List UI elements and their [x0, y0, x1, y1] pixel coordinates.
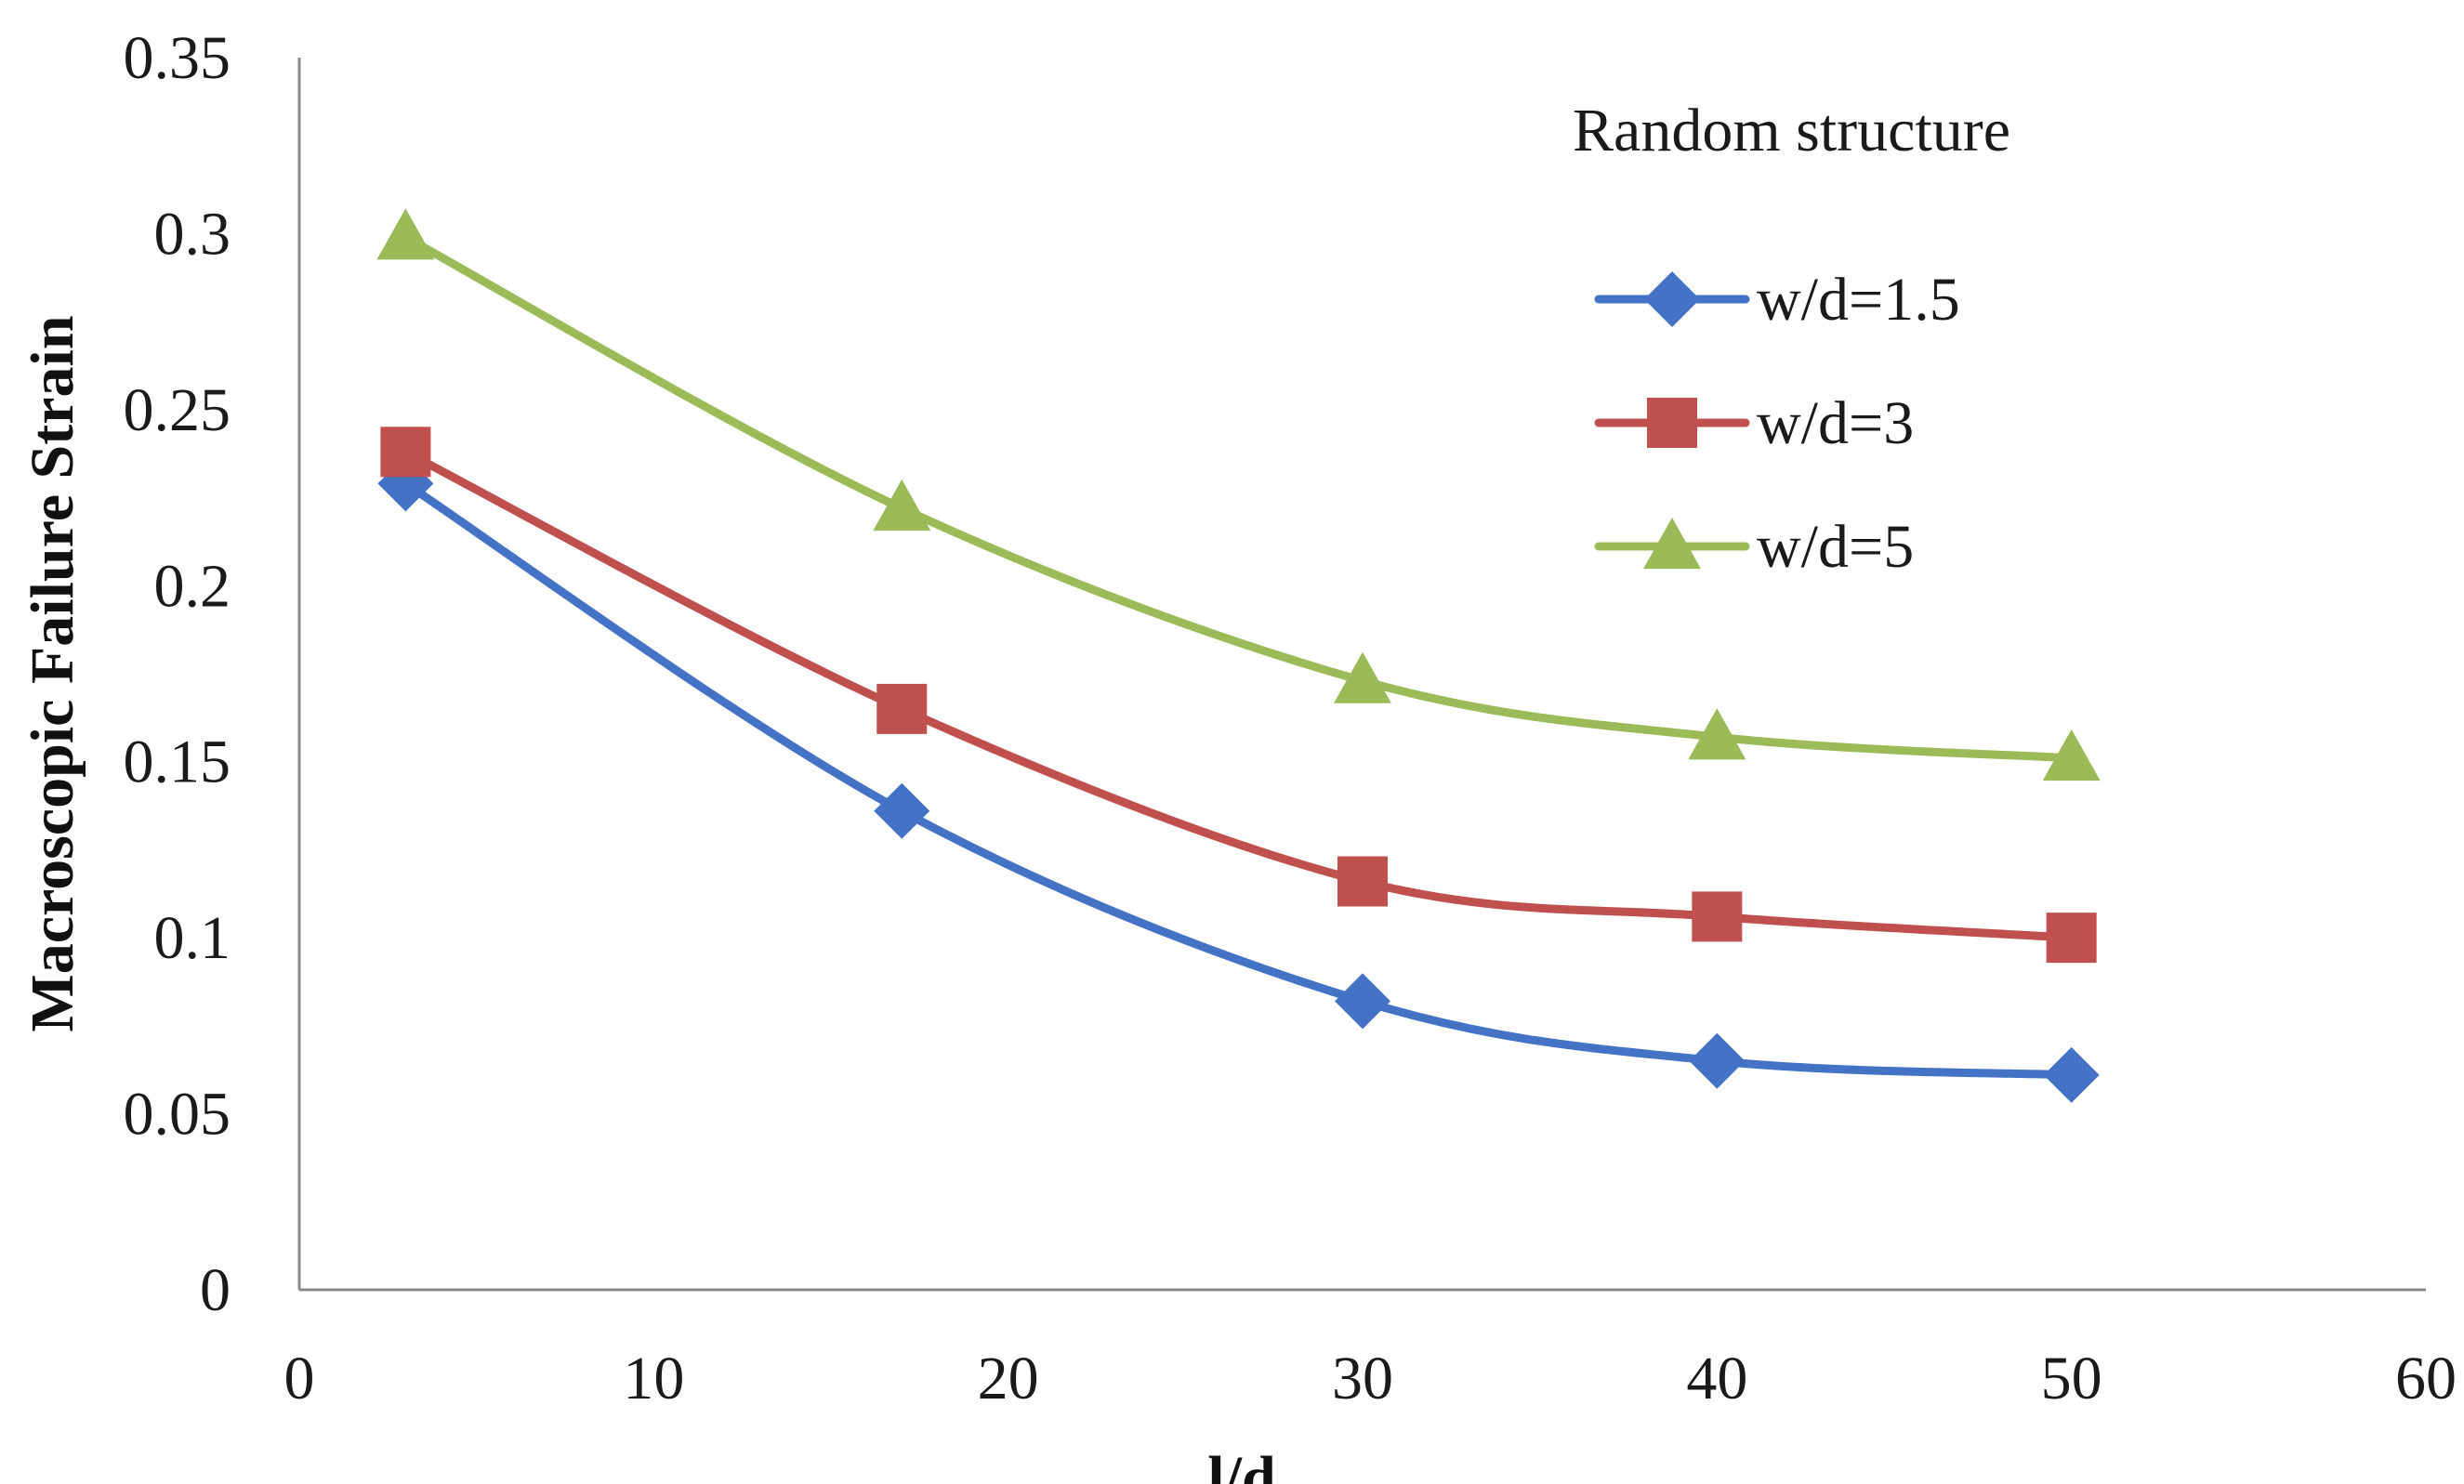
data-point-triangle	[1334, 651, 1391, 703]
data-point-triangle	[376, 208, 435, 260]
data-point-square	[1692, 891, 1743, 942]
data-point-square	[2046, 913, 2097, 964]
data-point-diamond	[874, 782, 930, 839]
legend-label: w/d=1.5	[1757, 266, 1960, 334]
y-axis-title: Macroscopic Failure Strain	[19, 315, 86, 1031]
legend-item: w/d=3	[1594, 389, 1914, 457]
x-axis-title: l/d	[1207, 1444, 1275, 1484]
data-point-triangle	[2042, 729, 2101, 781]
x-tick-label: 10	[623, 1345, 684, 1412]
y-tick-label: 0.1	[154, 904, 231, 972]
series-w/d=1.5	[377, 455, 2100, 1103]
legend: Random structure w/d=1.5 w/d=3 w/d=5	[1573, 97, 2010, 581]
x-tick-label: 20	[978, 1345, 1039, 1412]
legend-item: w/d=1.5	[1594, 266, 1960, 334]
x-tick-label: 0	[284, 1345, 315, 1412]
y-tick-label: 0.05	[124, 1081, 231, 1149]
series-w/d=3	[380, 427, 2097, 964]
series-group	[376, 208, 2101, 1103]
data-point-triangle	[1688, 708, 1746, 760]
data-point-triangle	[873, 479, 931, 532]
data-point-square	[1337, 856, 1388, 907]
y-tick-label: 0	[200, 1256, 231, 1324]
legend-label: w/d=3	[1757, 389, 1914, 457]
legend-marker-triangle	[1643, 518, 1701, 570]
y-tick-label: 0.2	[154, 552, 231, 620]
series-w/d=5	[376, 208, 2101, 781]
series-line	[401, 447, 2076, 942]
x-tick-label: 40	[1686, 1345, 1747, 1412]
y-tick-label: 0.25	[124, 376, 231, 444]
legend-marker-square	[1647, 398, 1697, 448]
y-tick-label: 0.35	[124, 24, 231, 92]
data-point-square	[380, 427, 431, 478]
data-point-square	[876, 683, 928, 734]
series-line	[401, 232, 2076, 763]
series-line	[401, 479, 2076, 1080]
y-tick-label: 0.3	[154, 200, 231, 268]
legend-marker-diamond	[1644, 271, 1700, 327]
data-point-diamond	[1689, 1032, 1746, 1089]
x-tick-label: 60	[2395, 1345, 2457, 1412]
data-point-diamond	[2043, 1046, 2100, 1103]
axes: 0 0.05 0.1 0.15 0.2 0.25 0.3 0.35 0 10 20 30 40 50 60 M…	[19, 24, 2457, 1484]
legend-title: Random structure	[1573, 97, 2010, 164]
data-point-diamond	[1335, 973, 1390, 1030]
x-tick-label: 50	[2041, 1345, 2102, 1412]
legend-label: w/d=5	[1757, 513, 1914, 581]
x-tick-label: 30	[1332, 1345, 1393, 1412]
y-tick-label: 0.15	[124, 729, 231, 796]
legend-item: w/d=5	[1594, 513, 1914, 581]
